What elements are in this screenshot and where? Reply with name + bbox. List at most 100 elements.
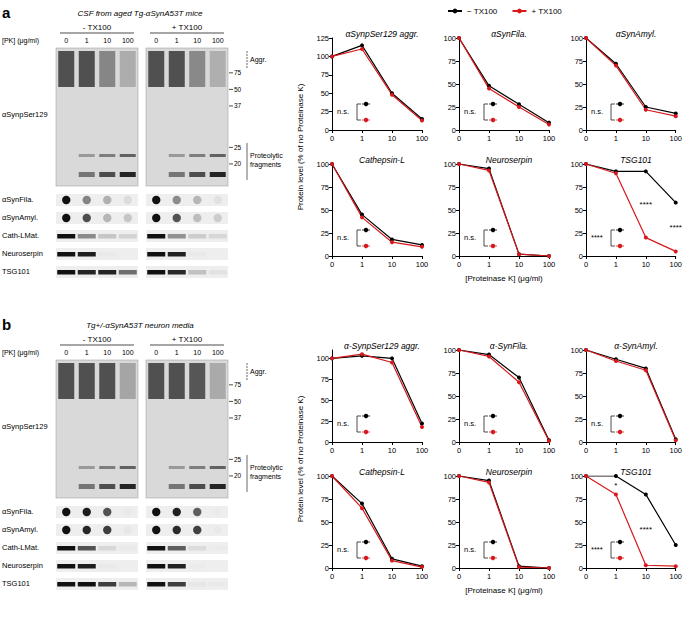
svg-text:Proteolytic: Proteolytic	[250, 152, 283, 160]
svg-text:100: 100	[316, 472, 329, 481]
svg-text:10: 10	[193, 37, 201, 44]
svg-text:b: b	[2, 316, 11, 333]
svg-text:50: 50	[575, 518, 583, 527]
svg-text:100: 100	[570, 160, 583, 169]
svg-text:25: 25	[234, 456, 242, 463]
svg-text:αSynAmyl.: αSynAmyl.	[2, 213, 38, 222]
svg-text:75: 75	[234, 381, 242, 388]
svg-text:Protein level (% of no Protein: Protein level (% of no Proteinase K)	[296, 395, 305, 522]
svg-text:100: 100	[316, 354, 329, 363]
svg-text:1: 1	[175, 349, 179, 356]
svg-text:n.s.: n.s.	[464, 419, 476, 428]
svg-text:37: 37	[234, 102, 242, 109]
svg-text:10: 10	[515, 134, 523, 143]
svg-text:25: 25	[448, 103, 456, 112]
svg-text:TSG101: TSG101	[620, 467, 652, 477]
svg-text:Cath-LMat.: Cath-LMat.	[2, 543, 39, 552]
svg-text:1: 1	[85, 349, 89, 356]
svg-text:10: 10	[103, 349, 111, 356]
svg-text:10: 10	[642, 134, 650, 143]
svg-text:75: 75	[234, 69, 242, 76]
svg-text:0: 0	[584, 572, 588, 581]
svg-text:50: 50	[575, 80, 583, 89]
svg-text:100: 100	[543, 134, 556, 143]
svg-text:αSynFila.: αSynFila.	[2, 507, 33, 516]
svg-text:50: 50	[321, 518, 329, 527]
svg-text:100: 100	[416, 446, 429, 455]
svg-text:100: 100	[416, 134, 429, 143]
svg-text:1: 1	[360, 260, 364, 269]
svg-text:*: *	[614, 481, 617, 490]
svg-text:Cathepsin-L: Cathepsin-L	[359, 467, 405, 477]
svg-text:****: ****	[670, 223, 682, 232]
svg-text:25: 25	[575, 541, 583, 550]
svg-text:0: 0	[584, 260, 588, 269]
svg-text:Aggr.: Aggr.	[250, 368, 266, 376]
svg-text:100: 100	[443, 472, 456, 481]
svg-text:100: 100	[316, 160, 329, 169]
svg-text:50: 50	[234, 86, 242, 93]
svg-text:25: 25	[234, 144, 242, 151]
svg-text:0: 0	[584, 446, 588, 455]
svg-text:0: 0	[457, 260, 461, 269]
svg-text:75: 75	[321, 375, 329, 384]
svg-text:αSynpSer129: αSynpSer129	[2, 422, 48, 431]
svg-text:0: 0	[64, 349, 68, 356]
svg-text:a: a	[2, 4, 11, 21]
svg-text:25: 25	[321, 229, 329, 238]
svg-text:10: 10	[388, 446, 396, 455]
svg-text:75: 75	[321, 70, 329, 79]
svg-text:75: 75	[448, 183, 456, 192]
svg-text:****: ****	[591, 545, 603, 554]
svg-text:n.s.: n.s.	[464, 233, 476, 242]
svg-text:Cathepsin-L: Cathepsin-L	[359, 155, 405, 165]
svg-text:Neuroserpin: Neuroserpin	[2, 561, 43, 570]
svg-text:125: 125	[316, 34, 329, 43]
svg-text:TSG101: TSG101	[2, 579, 30, 588]
svg-text:37: 37	[234, 414, 242, 421]
svg-text:100: 100	[443, 160, 456, 169]
svg-text:0: 0	[325, 438, 329, 447]
svg-text:20: 20	[234, 160, 242, 167]
svg-text:Proteolytic: Proteolytic	[250, 464, 283, 472]
svg-text:CSF from aged Tg-αSynA53T mice: CSF from aged Tg-αSynA53T mice	[78, 9, 203, 18]
svg-text:1: 1	[360, 134, 364, 143]
svg-text:100: 100	[316, 52, 329, 61]
svg-text:αSynpSer129 aggr.: αSynpSer129 aggr.	[345, 29, 418, 39]
svg-text:25: 25	[321, 417, 329, 426]
svg-text:n.s.: n.s.	[591, 107, 603, 116]
svg-text:n.s.: n.s.	[464, 545, 476, 554]
svg-text:n.s.: n.s.	[337, 419, 349, 428]
svg-text:αSynFila.: αSynFila.	[491, 29, 527, 39]
svg-text:n.s.: n.s.	[337, 545, 349, 554]
svg-text:100: 100	[543, 260, 556, 269]
svg-text:αSynAmyl.: αSynAmyl.	[616, 29, 657, 39]
svg-text:100: 100	[443, 346, 456, 355]
svg-text:100: 100	[570, 472, 583, 481]
svg-text:+ TX100: + TX100	[172, 23, 203, 32]
svg-text:50: 50	[448, 80, 456, 89]
svg-text:10: 10	[642, 260, 650, 269]
svg-text:1: 1	[614, 446, 618, 455]
svg-text:25: 25	[321, 541, 329, 550]
svg-text:50: 50	[448, 518, 456, 527]
svg-text:100: 100	[122, 349, 134, 356]
svg-text:αSynFila.: αSynFila.	[2, 195, 33, 204]
svg-text:[Proteinase K] (μg/ml): [Proteinase K] (μg/ml)	[465, 586, 543, 595]
svg-text:α-SynpSer129 aggr.: α-SynpSer129 aggr.	[344, 341, 420, 351]
svg-text:0: 0	[452, 438, 456, 447]
svg-text:0: 0	[330, 260, 334, 269]
svg-text:50: 50	[448, 392, 456, 401]
svg-text:1: 1	[85, 37, 89, 44]
svg-text:1: 1	[614, 260, 618, 269]
svg-text:0: 0	[579, 252, 583, 261]
svg-text:0: 0	[584, 134, 588, 143]
svg-text:Neuroserpin: Neuroserpin	[486, 467, 533, 477]
svg-text:0: 0	[330, 134, 334, 143]
svg-text:100: 100	[212, 349, 224, 356]
svg-text:1: 1	[487, 572, 491, 581]
svg-text:100: 100	[416, 572, 429, 581]
svg-text:αSynAmyl.: αSynAmyl.	[2, 525, 38, 534]
svg-text:10: 10	[388, 134, 396, 143]
svg-text:100: 100	[443, 34, 456, 43]
